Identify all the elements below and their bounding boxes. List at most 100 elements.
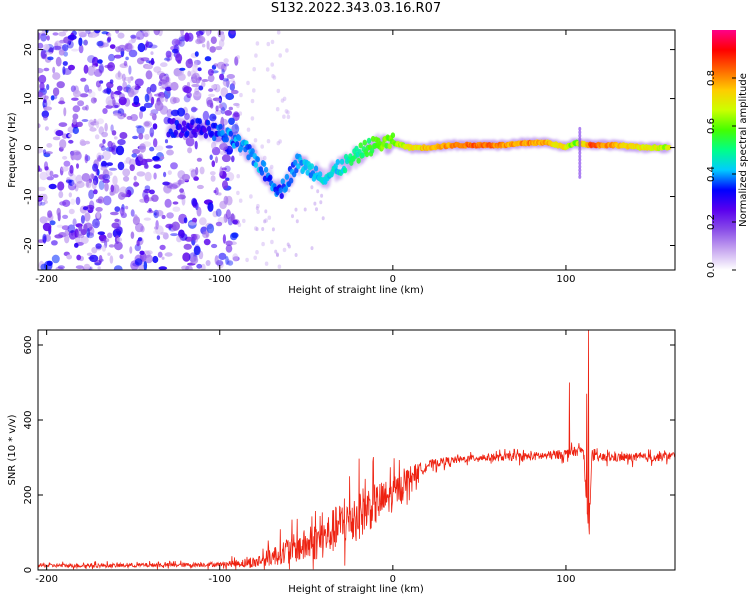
heatmap-cell [115,72,124,80]
heatmap-cell [286,110,290,115]
snr-x-ticks: -200 -100 0 100 [35,330,575,585]
heatmap-cell [209,154,213,161]
heatmap-cell [578,168,582,173]
heatmap-cell [84,84,90,93]
heatmap-cell [137,42,146,53]
heatmap-cell [107,62,115,72]
heatmap-cell [143,217,152,221]
colorbar-tick-label: 0.8 [706,70,717,86]
heatmap-cell [229,241,237,246]
heatmap-cell [138,133,144,140]
heatmap-cell [68,133,72,138]
heatmap-cell [72,105,81,113]
heatmap-cell [108,167,118,171]
heatmap-cell [102,179,110,184]
heatmap-cell [253,255,257,260]
heatmap-cell [317,171,323,178]
heatmap-cell [369,147,375,154]
heatmap-cell [102,174,111,181]
heatmap-cell [58,191,64,199]
heatmap-cell [44,95,49,100]
heatmap-cell [160,156,165,160]
heatmap-cell [44,151,53,155]
heatmap-cell [578,147,582,152]
heatmap-cell [179,34,187,41]
heatmap-cell [111,222,120,229]
heatmap-cell [76,254,82,261]
heatmap-cell [205,260,211,266]
heatmap-cell [103,238,110,243]
heatmap-cell [186,91,192,99]
heatmap-cell [202,127,208,134]
heatmap-cell [38,32,41,41]
heatmap-cell [246,127,251,132]
heatmap-cell [174,39,182,45]
heatmap-cell [191,107,199,111]
heatmap-cell [144,133,150,140]
heatmap-cell [200,37,206,42]
heatmap-cell [266,41,271,47]
heatmap-cell [214,187,219,196]
snr-series-group [38,330,675,570]
heatmap-cell [220,33,225,42]
heatmap-cell [102,169,110,179]
heatmap-cell [153,172,157,180]
heatmap-cell [66,254,73,260]
heatmap-cell [284,109,289,114]
heatmap-cell [237,222,242,228]
heatmap-cell [184,113,190,120]
heatmap-cell [356,157,361,164]
heatmap-cell [276,253,279,258]
heatmap-cell [39,82,45,91]
heatmap-cell [123,113,127,118]
heatmap-cell [182,125,188,132]
heatmap-cell [247,144,252,150]
heatmap-cell [193,132,198,138]
heatmap-cell [87,89,93,94]
heatmap-cell [232,219,238,225]
heatmap-cell [117,44,127,52]
heatmap-cell [264,209,268,214]
heatmap-cell [55,130,64,137]
heatmap-cell [184,32,190,42]
heatmap-cell [276,30,281,35]
heatmap-cell [163,57,171,61]
heatmap-cell [226,258,231,266]
heatmap-cell [232,80,236,86]
heatmap-cell [181,265,190,270]
heatmap-cell [107,232,113,239]
heatmap-cell [156,235,161,241]
heatmap-cell [278,187,283,194]
heatmap-cell [100,145,106,152]
heatmap-cell [52,87,60,96]
heatmap-cell [122,168,131,177]
heatmap-cell [57,265,65,270]
heatmap-cell [101,160,107,167]
heatmap-cell [261,161,267,167]
y-tick-label: 0 [23,567,34,573]
heatmap-cell [78,37,83,46]
heatmap-cell [255,227,259,232]
heatmap-cell [156,71,165,76]
heatmap-cell [203,238,211,246]
heatmap-cell [52,136,61,141]
heatmap-cell [228,130,233,137]
heatmap-cell [64,235,70,244]
heatmap-cell [211,146,221,156]
heatmap-cell [38,91,44,98]
heatmap-cell [123,60,128,67]
heatmap-cell [250,116,255,121]
heatmap-cell [112,99,117,107]
heatmap-cell [56,81,65,89]
snr-y-ticks: 0 200 400 600 [23,335,675,573]
heatmap-cell [58,100,66,105]
heatmap-cell [177,194,187,200]
heatmap-cell [270,39,275,45]
heatmap-cell [139,110,143,120]
heatmap-cell [256,209,260,214]
heatmap-cell [171,38,180,47]
heatmap-cell [164,198,172,208]
heatmap-cell [212,97,222,102]
heatmap-cell [68,208,75,215]
heatmap-cell [95,80,101,88]
